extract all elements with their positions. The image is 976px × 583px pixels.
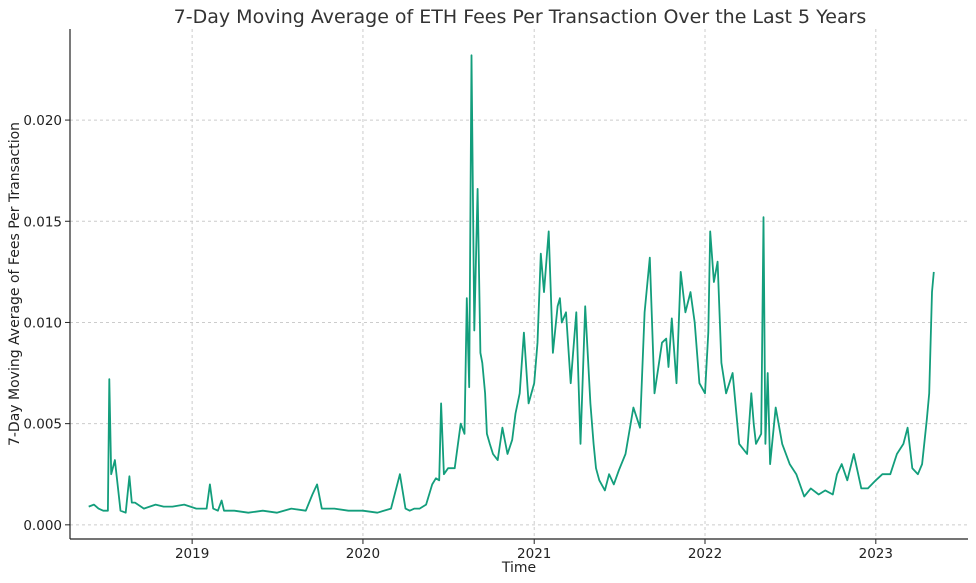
y-tick-label: 0.000 — [23, 518, 62, 534]
y-tick-label: 0.010 — [23, 315, 62, 331]
x-tick-label: 2021 — [517, 546, 551, 562]
x-tick-label: 2023 — [859, 546, 893, 562]
x-axis-label: Time — [501, 560, 536, 576]
y-tick-label: 0.005 — [23, 417, 62, 433]
y-tick-label: 0.015 — [23, 214, 62, 230]
x-tick-label: 2022 — [688, 546, 722, 562]
grid-layer — [70, 29, 968, 539]
x-tick-label: 2020 — [346, 546, 380, 562]
x-tick-label: 2019 — [175, 546, 209, 562]
y-axis-label: 7-Day Moving Average of Fees Per Transac… — [7, 122, 23, 446]
tick-layer: 0.000 0.005 0.010 0.015 0.020 2019 2020 2021 202… — [23, 113, 893, 562]
series-line — [88, 54, 935, 514]
chart-title: 7-Day Moving Average of ETH Fees Per Tra… — [174, 6, 867, 28]
y-tick-label: 0.020 — [23, 113, 62, 129]
